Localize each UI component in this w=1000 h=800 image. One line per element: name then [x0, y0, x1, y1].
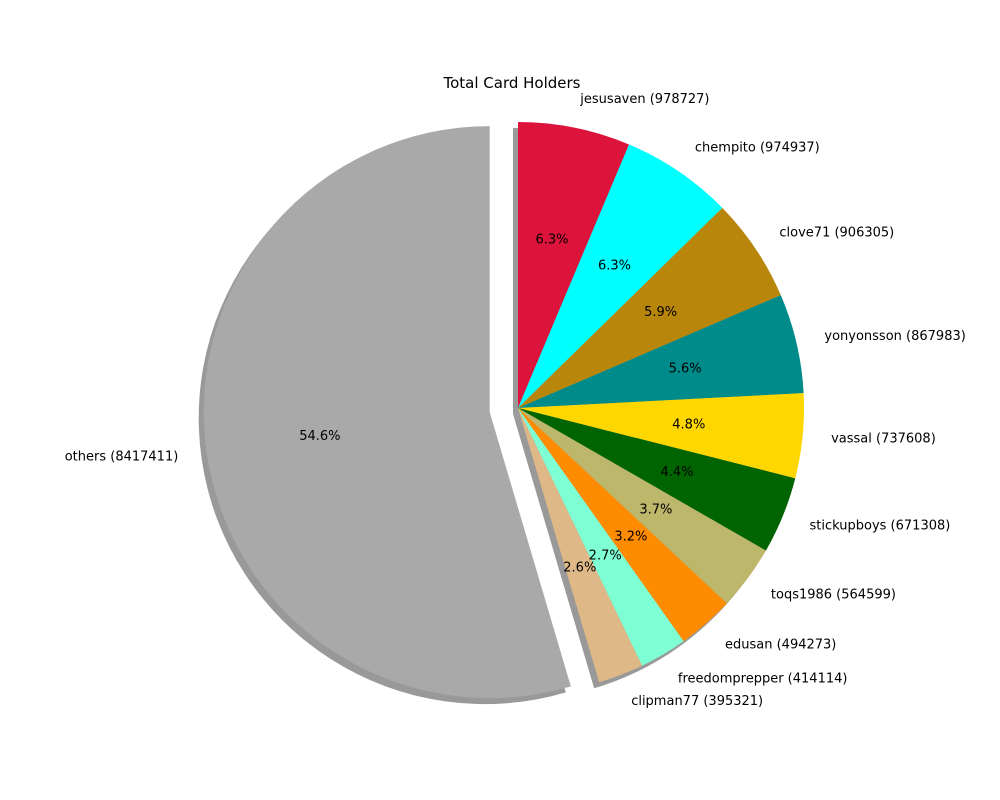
slice-label-jesusaven: jesusaven (978727) — [579, 92, 709, 107]
slice-edusan — [518, 408, 727, 642]
pct-label-clipman77: 2.6% — [563, 561, 596, 576]
pct-label-vassal: 4.8% — [672, 417, 705, 432]
pct-label-stickupboys: 4.4% — [660, 465, 693, 480]
slice-stickupboys — [518, 408, 796, 551]
slice-yonyonsson — [518, 295, 804, 408]
slice-clove71 — [518, 207, 781, 408]
slice-label-yonyonsson: yonyonsson (867983) — [824, 329, 965, 344]
pct-label-chempito: 6.3% — [598, 259, 631, 274]
slice-labels: jesusaven (978727) chempito (974937) clove… — [65, 92, 966, 709]
slice-jesusaven — [518, 122, 630, 408]
slice-label-others: others (8417411) — [65, 450, 179, 465]
pct-label-yonyonsson: 5.6% — [669, 362, 702, 377]
slice-others — [203, 126, 571, 699]
percent-labels: 6.3% 6.3% 5.9% 5.6% 4.8% 4.4% 3.7% 3.2% 2.7%2.6%… — [299, 232, 705, 575]
slice-label-chempito: chempito (974937) — [695, 140, 820, 155]
chart-title: Total Card Holders — [442, 74, 580, 92]
slice-clipman77 — [518, 408, 643, 683]
pct-label-freedomprepper: 2.7% — [589, 548, 622, 563]
slice-vassal — [518, 393, 804, 479]
slice-label-stickupboys: stickupboys (671308) — [810, 519, 951, 534]
slice-label-freedomprepper: freedomprepper (414114) — [678, 671, 848, 686]
pct-label-clove71: 5.9% — [644, 305, 677, 320]
slice-chempito — [518, 144, 723, 408]
slice-label-clipman77: clipman77 (395321) — [631, 694, 763, 709]
pct-label-jesusaven: 6.3% — [535, 232, 568, 247]
slice-freedomprepper — [518, 408, 684, 666]
slice-toqs1986 — [518, 408, 766, 604]
pct-label-toqs1986: 3.7% — [639, 503, 672, 518]
slice-label-clove71: clove71 (906305) — [779, 225, 894, 240]
pct-label-edusan: 3.2% — [614, 530, 647, 545]
slices — [203, 122, 804, 699]
slice-label-toqs1986: toqs1986 (564599) — [771, 588, 896, 603]
slice-label-edusan: edusan (494273) — [725, 637, 836, 652]
slice-label-vassal: vassal (737608) — [831, 431, 936, 446]
pct-label-others: 54.6% — [299, 429, 340, 444]
